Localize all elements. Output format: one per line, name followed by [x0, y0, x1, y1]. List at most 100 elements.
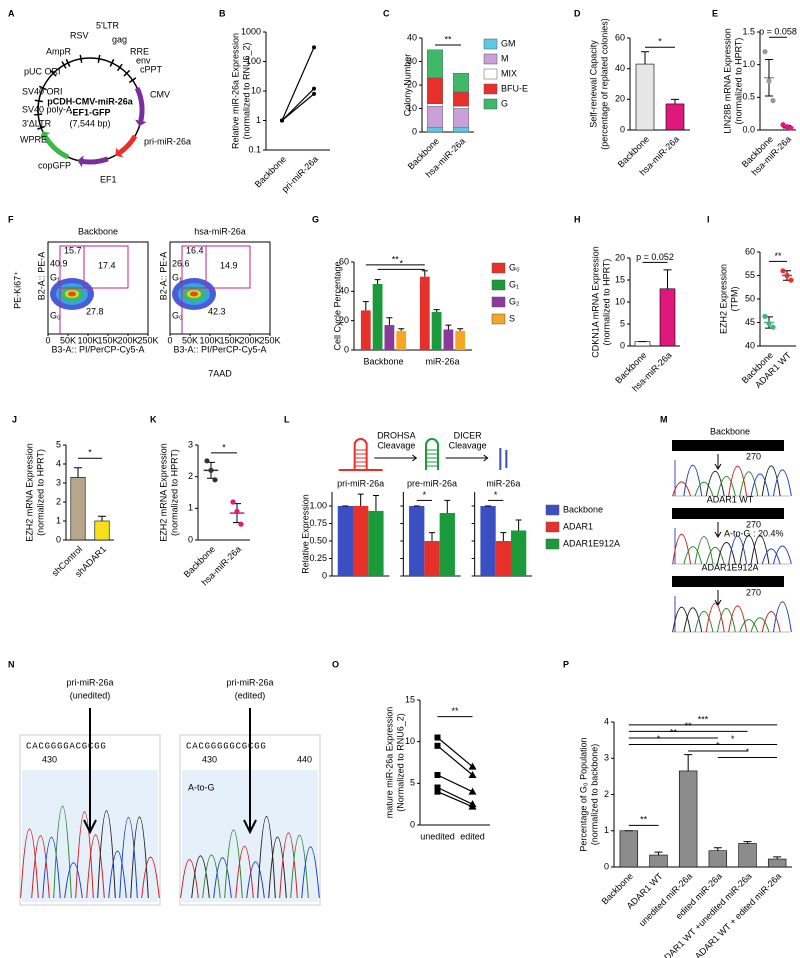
- y-tick-label: 0.25: [309, 553, 327, 563]
- plasmid-feature-label: pri-miR-26a: [144, 136, 191, 146]
- chromatogram-peak: [750, 535, 770, 565]
- panel-label: O: [332, 659, 339, 669]
- panel-label: G: [312, 214, 319, 224]
- plasmid-feature-label: 3'ΔLTR: [22, 118, 52, 128]
- flow-plot-title: Backbone: [78, 226, 118, 236]
- y-axis-label: Percentage of G₀ Population: [578, 737, 588, 851]
- error-bar: [386, 317, 393, 326]
- y-tick-label: 10: [407, 103, 417, 113]
- chromatogram-peak: [672, 481, 692, 497]
- panel-label: N: [8, 659, 15, 669]
- y-tick-label: 10: [405, 736, 415, 746]
- plasmid-feature-label: WPRE: [20, 134, 47, 144]
- y-axis-label: (normalized to HPRT): [733, 38, 743, 125]
- series-line: [437, 745, 473, 776]
- y-axis-label: Self-renewal Capacity: [588, 40, 598, 128]
- chromatogram-peak: [705, 471, 725, 497]
- gate: [181, 245, 251, 289]
- bar: [94, 520, 110, 541]
- y-axis-label: (normalized to RNU6_2): [241, 42, 251, 139]
- step-label: Cleavage: [449, 440, 487, 450]
- panel-label: M: [660, 414, 668, 424]
- chromatogram-peak: [31, 835, 50, 899]
- sequence-bar: [672, 440, 784, 451]
- gate-label: G₀: [172, 310, 183, 320]
- chromatogram-peak: [739, 619, 759, 633]
- chromatogram-peak: [761, 548, 781, 565]
- y-tick-label: 40: [745, 340, 755, 350]
- data-point: [204, 458, 210, 464]
- y-axis-label: (normalized to HPRT): [601, 259, 611, 346]
- y-tick-label: 2: [56, 496, 61, 506]
- y-axis-label: Relative Expression: [300, 494, 310, 574]
- gate-label: G₁: [50, 272, 60, 282]
- y-axis-label: (normalized to HPRT): [169, 449, 179, 536]
- plasmid-arrowhead: [115, 147, 124, 158]
- marker: [434, 788, 441, 795]
- marker: [312, 86, 316, 91]
- bar-segment: [453, 73, 470, 93]
- y-tick-label: 1.0: [742, 59, 755, 69]
- plasmid-title: -EF1-GFP: [69, 107, 110, 117]
- data-point: [780, 122, 786, 128]
- chromatogram-peak: [716, 475, 736, 497]
- error-bar: [74, 467, 82, 478]
- bar-segment: [427, 127, 444, 133]
- significance-label: p = 0.052: [636, 252, 674, 262]
- error-bar: [773, 856, 782, 860]
- data-point: [762, 313, 768, 319]
- data-point: [780, 268, 786, 274]
- chromatogram-peak: [235, 846, 254, 899]
- plasmid-tick: [97, 54, 101, 63]
- significance-label: ***: [698, 714, 709, 724]
- x-tick-label: edited: [460, 831, 485, 841]
- y-axis-label: EZH2 Expression: [718, 264, 728, 334]
- plasmid-feature-label: env: [136, 55, 151, 65]
- y-tick-label: 0: [410, 819, 415, 829]
- y-tick-label: 20: [339, 315, 349, 325]
- panel-label: F: [8, 214, 14, 224]
- chromatogram-peak: [108, 850, 127, 899]
- x-tick-label: 200K: [117, 335, 138, 345]
- plasmid-tick: [61, 61, 67, 69]
- legend-label: G₂: [509, 296, 520, 306]
- y-tick-label: 0: [620, 340, 625, 350]
- edit-note: A-to-G : 20.4%: [724, 528, 784, 538]
- significance-label: **: [640, 815, 648, 825]
- bar: [659, 288, 676, 347]
- chromatogram-peak: [761, 611, 781, 633]
- facet-title: pre-miR-26a: [407, 478, 457, 488]
- bar: [665, 103, 685, 131]
- error-bar: [429, 532, 435, 541]
- chromatogram-peak: [75, 811, 94, 899]
- marker: [468, 787, 477, 795]
- step-label: DICER: [454, 430, 483, 440]
- error-bar: [671, 98, 679, 104]
- y-tick-label: 0: [344, 344, 349, 354]
- density-cloud: [190, 291, 198, 297]
- marker: [468, 762, 477, 770]
- x-tick-label: 200K: [239, 335, 260, 345]
- error-bar: [684, 754, 693, 771]
- channel-label: B3-A:: PI/PerCP-Cy5-A: [51, 344, 144, 354]
- chromatogram-peak: [672, 533, 692, 565]
- legend-label: ADAR1: [563, 521, 593, 531]
- significance-label: *: [88, 448, 92, 458]
- series-line: [281, 93, 315, 121]
- y-tick-label: 60: [745, 246, 755, 256]
- chromatogram-peak: [180, 859, 199, 899]
- marker: [312, 45, 316, 50]
- y-tick-label: 1: [256, 115, 261, 125]
- error-bar: [362, 301, 369, 311]
- chromatogram-peak: [728, 535, 748, 565]
- legend-swatch: [483, 98, 498, 110]
- error-bar: [654, 851, 663, 856]
- chromatogram-peak: [705, 602, 725, 633]
- bar: [480, 506, 496, 576]
- chromatogram-peak: [301, 846, 320, 899]
- bar: [495, 541, 511, 576]
- edit-arrow: [243, 708, 257, 835]
- x-tick-label: unedited miR-26a: [637, 871, 694, 928]
- panel-label: K: [150, 414, 157, 424]
- step-arrow: [374, 454, 418, 462]
